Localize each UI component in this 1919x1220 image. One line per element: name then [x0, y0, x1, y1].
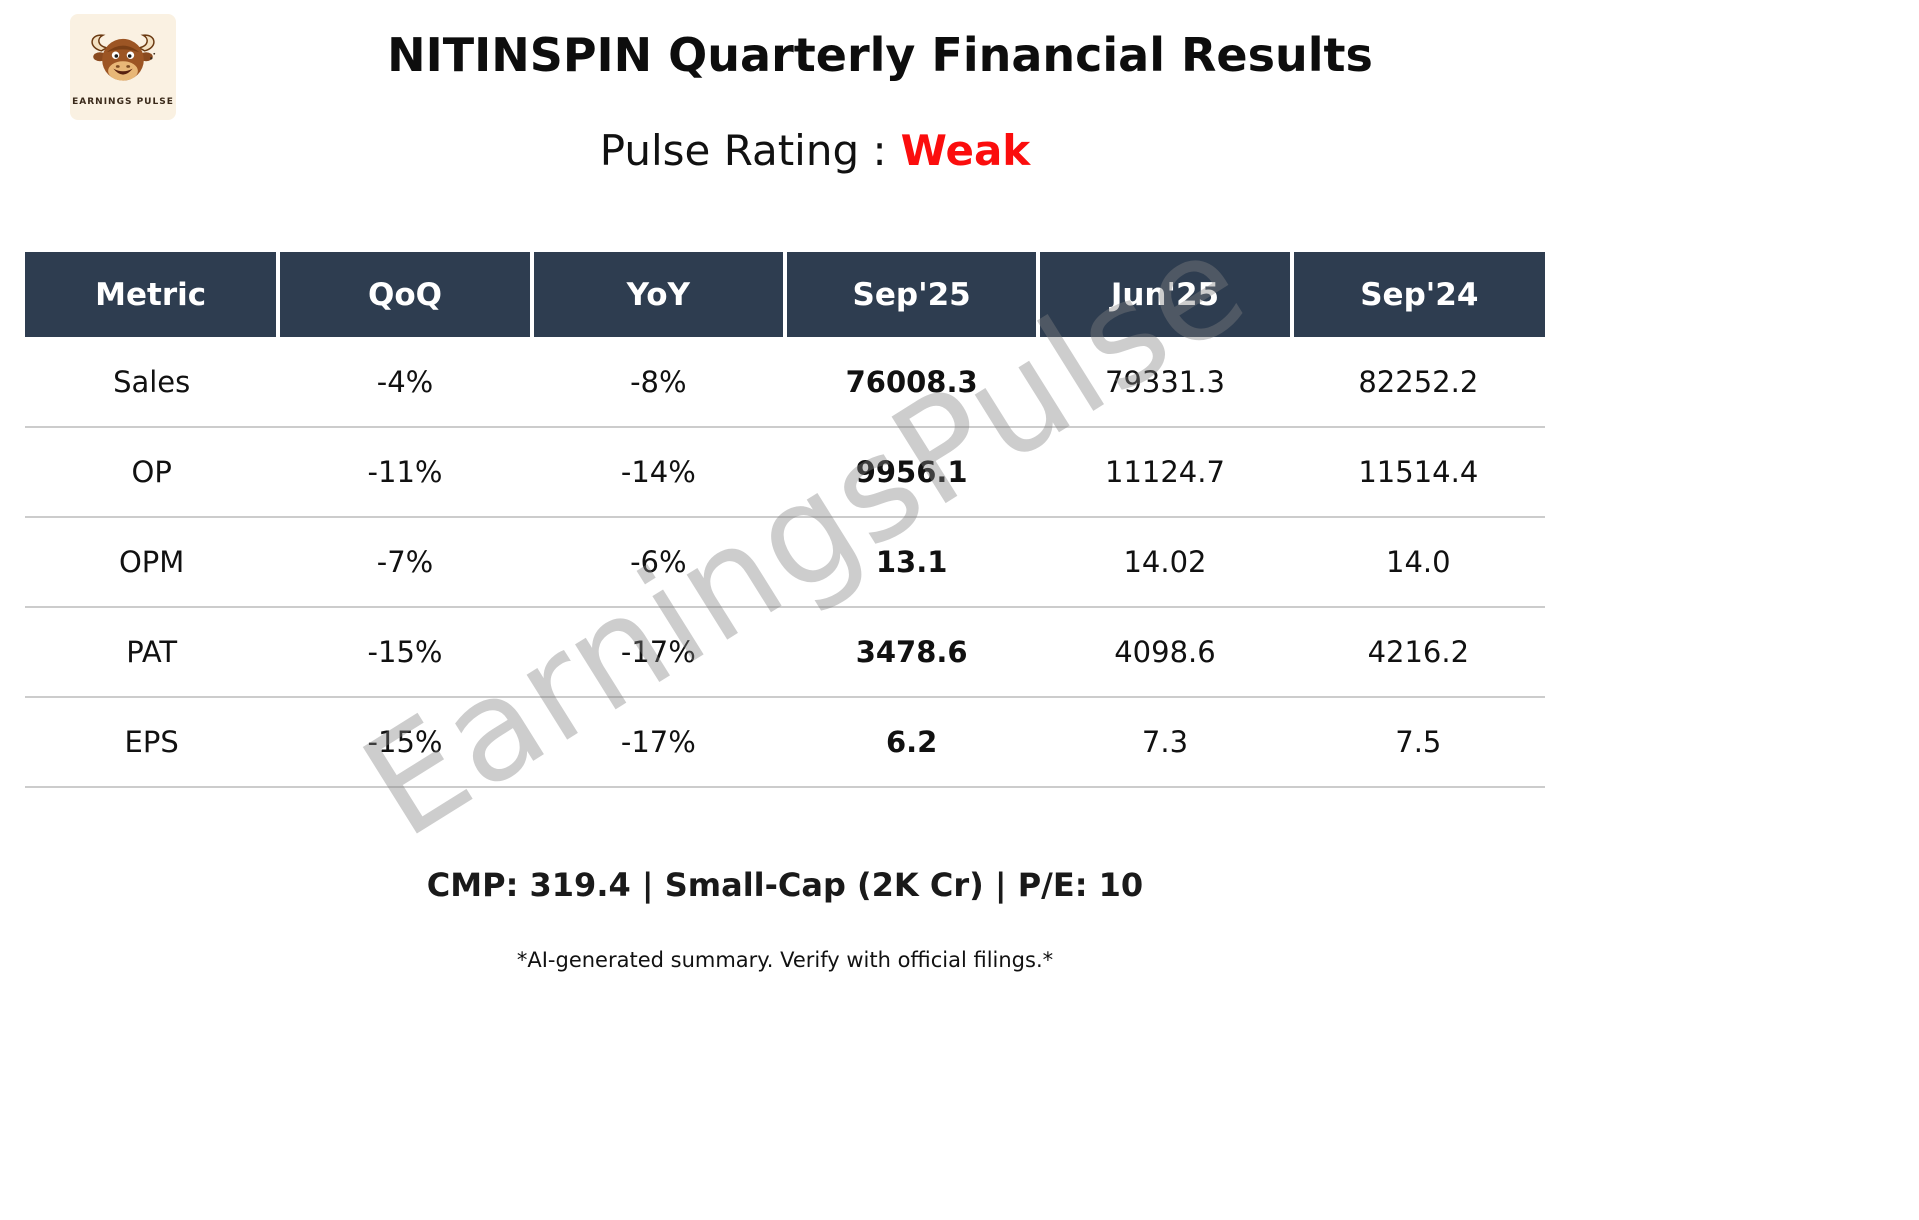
cell-qoq: -11%	[278, 427, 532, 518]
cell-qoq: -4%	[278, 337, 532, 428]
header-cell-metric: Metric	[25, 252, 281, 337]
cell-sep24: 14.0	[1291, 517, 1545, 608]
results-table: Metric QoQ YoY Sep'25 Jun'25 Sep'24 Sale…	[25, 252, 1545, 788]
cell-sep25: 76008.3	[784, 337, 1039, 428]
table-row-pat: PAT -15% -17% 3478.6 4098.6 4216.2	[25, 607, 1545, 698]
cell-sep24: 82252.2	[1291, 337, 1545, 428]
cell-metric: PAT	[25, 607, 279, 698]
table-row-opm: OPM -7% -6% 13.1 14.02 14.0	[25, 517, 1545, 608]
logo-brand-text: EARNINGS PULSE	[72, 97, 174, 107]
pulse-rating: Pulse Rating : Weak	[0, 126, 1630, 175]
disclaimer-text: *AI-generated summary. Verify with offic…	[516, 948, 1054, 972]
header-cell-qoq: QoQ	[278, 252, 534, 337]
cell-yoy: -6%	[531, 517, 785, 608]
cell-qoq: -15%	[278, 697, 532, 788]
header-cell-sep24: Sep'24	[1291, 252, 1545, 337]
cell-sep25: 9956.1	[784, 427, 1039, 518]
cell-yoy: -14%	[531, 427, 785, 518]
bull-mascot-icon	[84, 27, 162, 95]
pulse-rating-label: Pulse Rating :	[599, 126, 887, 175]
cell-sep25: 13.1	[784, 517, 1039, 608]
table-row-op: OP -11% -14% 9956.1 11124.7 11514.4	[25, 427, 1545, 518]
cell-sep24: 11514.4	[1291, 427, 1545, 518]
cmp-summary: CMP: 319.4 | Small-Cap (2K Cr) | P/E: 10	[426, 866, 1144, 904]
cell-sep25: 3478.6	[784, 607, 1039, 698]
table-header-row: Metric QoQ YoY Sep'25 Jun'25 Sep'24	[25, 252, 1545, 337]
cell-jun25: 79331.3	[1038, 337, 1292, 428]
header-cell-sep25: Sep'25	[784, 252, 1041, 337]
cell-metric: OP	[25, 427, 279, 518]
cell-sep25: 6.2	[784, 697, 1039, 788]
cell-yoy: -17%	[531, 697, 785, 788]
cell-metric: OPM	[25, 517, 279, 608]
cell-jun25: 14.02	[1038, 517, 1292, 608]
table-row-sales: Sales -4% -8% 76008.3 79331.3 82252.2	[25, 337, 1545, 428]
page-title: NITINSPIN Quarterly Financial Results	[387, 28, 1373, 82]
header-cell-jun25: Jun'25	[1038, 252, 1294, 337]
cell-sep24: 7.5	[1291, 697, 1545, 788]
cell-sep24: 4216.2	[1291, 607, 1545, 698]
earnings-pulse-logo: EARNINGS PULSE	[70, 14, 176, 120]
cell-jun25: 4098.6	[1038, 607, 1292, 698]
cell-metric: EPS	[25, 697, 279, 788]
cell-yoy: -8%	[531, 337, 785, 428]
cell-jun25: 11124.7	[1038, 427, 1292, 518]
cell-yoy: -17%	[531, 607, 785, 698]
results-table-container: Metric QoQ YoY Sep'25 Jun'25 Sep'24 Sale…	[25, 252, 1545, 788]
header-cell-yoy: YoY	[531, 252, 787, 337]
cell-metric: Sales	[25, 337, 279, 428]
cell-jun25: 7.3	[1038, 697, 1292, 788]
table-row-eps: EPS -15% -17% 6.2 7.3 7.5	[25, 697, 1545, 788]
cell-qoq: -15%	[278, 607, 532, 698]
pulse-rating-value: Weak	[900, 126, 1031, 175]
cell-qoq: -7%	[278, 517, 532, 608]
